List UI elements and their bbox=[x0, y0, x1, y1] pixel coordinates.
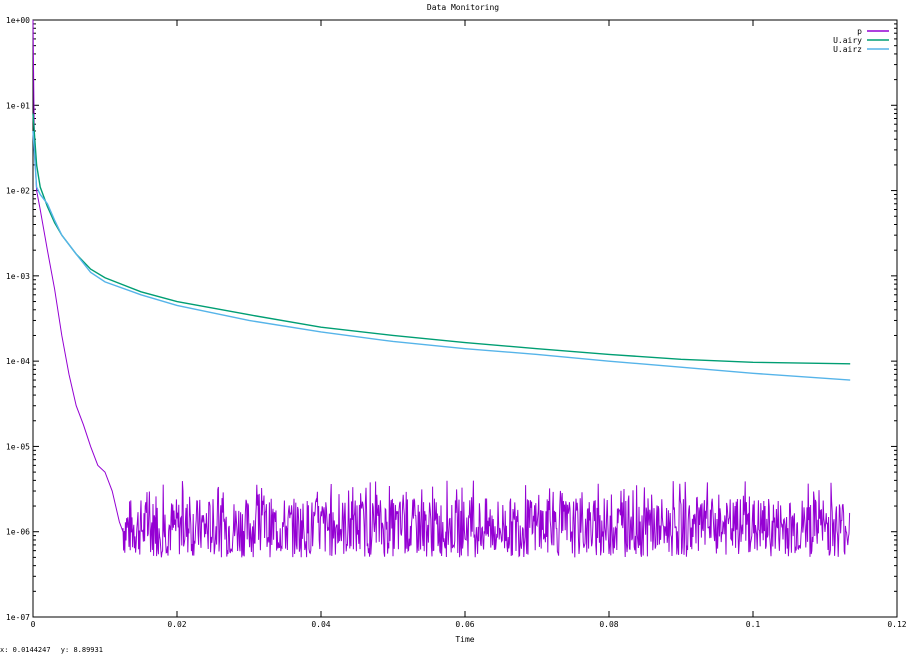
y-tick-label: 1e-07 bbox=[6, 613, 30, 622]
y-tick-label: 1e-04 bbox=[6, 357, 30, 366]
y-tick-label: 1e-02 bbox=[6, 187, 30, 196]
x-axis-label: Time bbox=[455, 635, 474, 644]
x-tick-label: 0.1 bbox=[746, 620, 761, 629]
y-axis: 1e-07 1e-06 1e-05 1e-04 1e-03 1e-02 1e-01 1e+00 bbox=[6, 16, 897, 622]
y-tick-label: 1e-03 bbox=[6, 272, 30, 281]
x-tick-label: 0.08 bbox=[599, 620, 618, 629]
x-tick-label: 0.12 bbox=[887, 620, 906, 629]
x-tick-label: 0.04 bbox=[311, 620, 330, 629]
legend-label: U.airy bbox=[833, 36, 862, 45]
legend-label: U.airz bbox=[833, 45, 862, 54]
y-tick-label: 1e+00 bbox=[6, 16, 30, 25]
y-tick-label: 1e-05 bbox=[6, 442, 30, 451]
cursor-x-readout: x: 0.0144247 bbox=[0, 646, 51, 654]
y-tick-label: 1e-01 bbox=[6, 101, 30, 110]
x-tick-label: 0 bbox=[31, 620, 36, 629]
x-tick-label: 0.02 bbox=[167, 620, 186, 629]
status-bar: x: 0.0144247 y: 8.89931 bbox=[0, 645, 109, 655]
series-line-p bbox=[32, 19, 851, 558]
x-tick-label: 0.06 bbox=[455, 620, 474, 629]
cursor-y-readout: y: 8.89931 bbox=[60, 646, 103, 654]
legend-label: p bbox=[857, 27, 862, 36]
y-tick-label: 1e-06 bbox=[6, 528, 30, 537]
x-axis: 0 0.02 0.04 0.06 0.08 0.1 0.12 bbox=[31, 20, 907, 629]
series-line-u-airy bbox=[32, 113, 851, 365]
series-line-u-airz bbox=[32, 130, 851, 381]
series-group bbox=[32, 19, 851, 558]
chart-title: Data Monitoring bbox=[427, 3, 499, 12]
